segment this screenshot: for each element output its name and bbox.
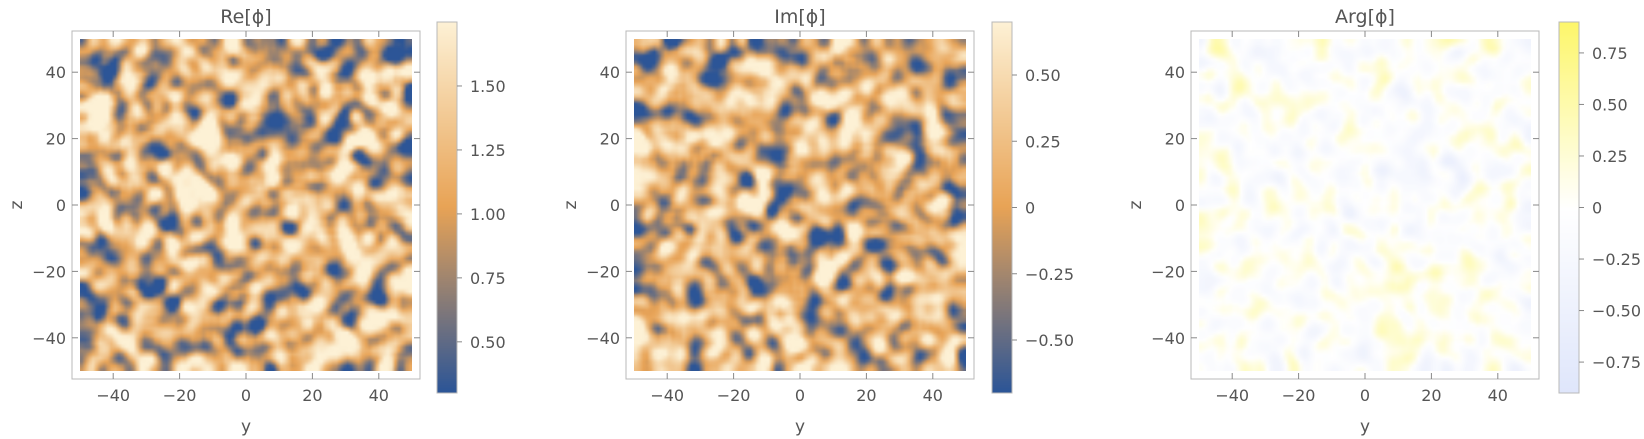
x-axis-label: y <box>241 417 251 437</box>
y-tick-label: 40 <box>600 63 620 82</box>
y-tick-label: 0 <box>610 196 620 215</box>
colorbar-gradient <box>437 22 457 393</box>
x-tick-label: 40 <box>1488 386 1508 405</box>
chart-panel-3: Arg[ϕ] −40 −20 0 20 40 −40 −20 0 20 40 y z −0.75 −0.50… <box>1126 6 1641 437</box>
colorbar-tick-label: −0.50 <box>1025 331 1074 350</box>
colorbar-tick-label: 0.50 <box>1025 66 1061 85</box>
colorbar-tick-label: 1.00 <box>470 205 506 224</box>
colorbar-tick-label: 0.50 <box>470 333 506 352</box>
colorbar-tick-label: −0.25 <box>1025 265 1074 284</box>
y-tick-label: 20 <box>46 130 66 149</box>
y-tick-label: 20 <box>600 130 620 149</box>
colorbar-tick-label: −0.75 <box>1592 353 1641 372</box>
x-axis-label: y <box>1360 417 1370 437</box>
x-tick-label: 40 <box>923 386 943 405</box>
colorbar-tick-label: 0.75 <box>1592 44 1628 63</box>
density-image <box>634 39 966 371</box>
y-axis-label: z <box>7 200 27 209</box>
colorbar-tick-label: 0 <box>1025 199 1035 218</box>
colorbar-tick-label: −0.25 <box>1592 250 1641 269</box>
chart-title: Arg[ϕ] <box>1335 6 1395 28</box>
chart-title: Re[ϕ] <box>220 6 271 28</box>
density-image <box>80 39 412 371</box>
y-tick-label: 20 <box>1165 130 1185 149</box>
y-axis-label: z <box>1126 200 1146 209</box>
colorbar: 0.50 0.75 1.00 1.25 1.50 <box>436 21 506 394</box>
chart-panel-2: Im[ϕ] −40 −20 0 20 40 −40 −20 0 20 40 y z −0.50 −0.25 0… <box>561 6 1074 437</box>
x-tick-label: −20 <box>717 386 751 405</box>
y-tick-label: −20 <box>586 262 620 281</box>
x-tick-label: −20 <box>163 386 197 405</box>
chart-panel-1: Re[ϕ] −40 −20 0 20 40 −40 −20 0 20 40 y z 0.50 0.75 1.0… <box>7 6 506 437</box>
y-tick-label: −40 <box>1151 329 1185 348</box>
y-tick-label: 40 <box>46 63 66 82</box>
density-image <box>1199 39 1531 371</box>
colorbar: −0.75 −0.50 −0.25 0 0.25 0.50 0.75 <box>1558 21 1641 394</box>
y-tick-label: −20 <box>1151 262 1185 281</box>
x-tick-label: 20 <box>856 386 876 405</box>
x-tick-label: 0 <box>241 386 251 405</box>
y-tick-label: 0 <box>1175 196 1185 215</box>
colorbar-tick-label: 0.25 <box>1025 132 1061 151</box>
colorbar-tick-label: 0.75 <box>470 269 506 288</box>
colorbar-tick-label: 0.25 <box>1592 147 1628 166</box>
y-tick-label: −20 <box>32 262 66 281</box>
colorbar-tick-label: 0.50 <box>1592 95 1628 114</box>
x-tick-label: 20 <box>302 386 322 405</box>
y-tick-label: 0 <box>56 196 66 215</box>
x-tick-label: 40 <box>369 386 389 405</box>
x-tick-label: −20 <box>1282 386 1316 405</box>
x-tick-label: 0 <box>1360 386 1370 405</box>
chart-title: Im[ϕ] <box>774 6 825 28</box>
y-tick-label: −40 <box>32 329 66 348</box>
colorbar-tick-label: 0 <box>1592 199 1602 218</box>
colorbar-gradient <box>1559 22 1579 393</box>
x-tick-label: −40 <box>96 386 130 405</box>
x-tick-label: −40 <box>1215 386 1249 405</box>
colorbar-tick-label: −0.50 <box>1592 302 1641 321</box>
x-tick-label: −40 <box>650 386 684 405</box>
x-axis-label: y <box>795 417 805 437</box>
colorbar-tick-label: 1.25 <box>470 141 506 160</box>
y-axis-label: z <box>561 200 581 209</box>
x-tick-label: 20 <box>1421 386 1441 405</box>
y-tick-label: 40 <box>1165 63 1185 82</box>
colorbar-frame <box>436 21 458 394</box>
colorbar: −0.50 −0.25 0 0.25 0.50 <box>991 21 1074 394</box>
colorbar-gradient <box>992 22 1012 393</box>
colorbar-tick-label: 1.50 <box>470 77 506 96</box>
y-tick-label: −40 <box>586 329 620 348</box>
x-tick-label: 0 <box>795 386 805 405</box>
